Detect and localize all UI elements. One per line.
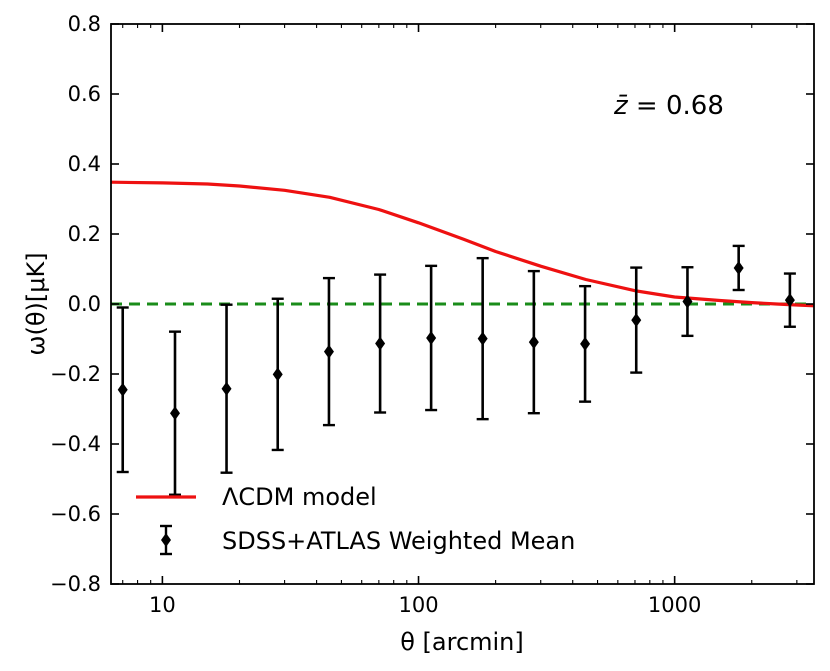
lcdm-model-line bbox=[111, 180, 814, 308]
data-marker bbox=[323, 344, 334, 359]
y-tick-label: 0.2 bbox=[68, 222, 101, 246]
redshift-symbol: z̄ bbox=[613, 91, 629, 121]
data-marker bbox=[733, 260, 744, 275]
y-tick-label: −0.4 bbox=[50, 432, 101, 456]
data-marker bbox=[784, 293, 795, 308]
data-marker bbox=[426, 330, 437, 345]
y-tick-label: −0.2 bbox=[50, 362, 101, 386]
data-point bbox=[322, 276, 335, 427]
legend-data-label: SDSS+ATLAS Weighted Mean bbox=[222, 527, 575, 555]
y-axis-title: ω(θ)[μK] bbox=[22, 252, 50, 355]
data-marker bbox=[528, 335, 539, 350]
data-point bbox=[116, 306, 129, 474]
data-point bbox=[374, 273, 387, 414]
legend-data-swatch bbox=[160, 524, 172, 556]
data-point bbox=[425, 264, 438, 412]
data-marker bbox=[682, 294, 693, 309]
data-point bbox=[220, 303, 233, 474]
data-marker bbox=[272, 367, 283, 382]
data-point bbox=[169, 330, 182, 496]
data-marker bbox=[375, 336, 386, 351]
x-tick-label: 1000 bbox=[648, 593, 701, 617]
data-point bbox=[783, 272, 796, 328]
legend: ΛCDM model SDSS+ATLAS Weighted Mean bbox=[136, 483, 575, 556]
data-marker bbox=[117, 382, 128, 397]
legend-model-label: ΛCDM model bbox=[222, 483, 377, 511]
x-axis-title: θ [arcmin] bbox=[400, 628, 524, 656]
data-point bbox=[271, 297, 284, 452]
y-tick-label: 0.8 bbox=[68, 12, 101, 36]
y-tick-label: 0.4 bbox=[68, 152, 101, 176]
data-point bbox=[527, 269, 540, 415]
data-marker bbox=[221, 381, 232, 396]
data-point bbox=[681, 266, 694, 338]
data-point bbox=[630, 266, 643, 374]
data-marker bbox=[170, 406, 181, 421]
y-tick-label: −0.8 bbox=[50, 572, 101, 596]
y-tick-label: −0.6 bbox=[50, 502, 101, 526]
data-marker bbox=[631, 313, 642, 328]
y-tick-label: 0.6 bbox=[68, 82, 101, 106]
x-tick-label: 10 bbox=[149, 593, 176, 617]
redshift-annotation: z̄ = 0.68 bbox=[613, 91, 724, 121]
data-point bbox=[579, 284, 592, 403]
data-marker bbox=[477, 331, 488, 346]
data-marker bbox=[580, 336, 591, 351]
x-tick-label: 100 bbox=[398, 593, 438, 617]
y-tick-label: 0.0 bbox=[68, 292, 101, 316]
data-point bbox=[476, 256, 489, 421]
data-point bbox=[732, 244, 745, 292]
redshift-value: = 0.68 bbox=[628, 91, 724, 121]
